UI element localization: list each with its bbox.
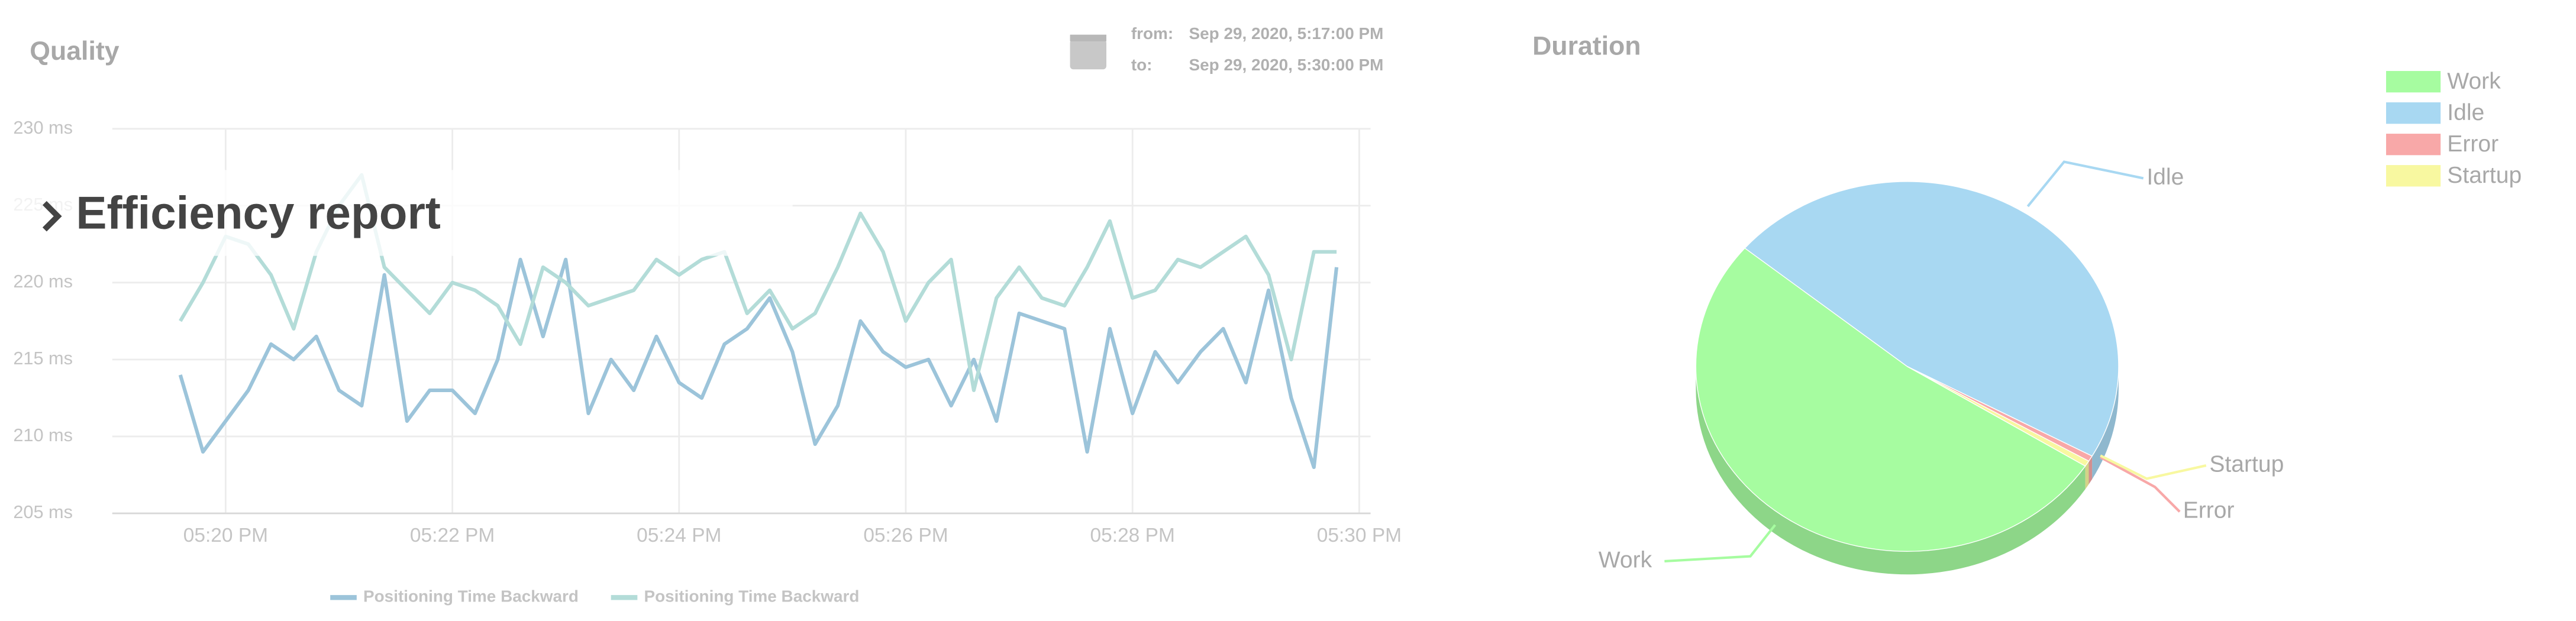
date-label: from: [1131, 24, 1173, 43]
pie-slice [1695, 247, 2086, 552]
pie-side [2088, 456, 2093, 484]
overlay-band [0, 170, 793, 256]
y-tick-label: 205 ms [13, 502, 73, 522]
y-tick-label: 230 ms [13, 117, 73, 138]
date-value: Sep 29, 2020, 5:17:00 PM [1189, 24, 1384, 43]
legend-label: Idle [2447, 100, 2484, 125]
leader-line [2100, 456, 2181, 513]
leader-line [2100, 454, 2207, 480]
x-tick-label: 05:26 PM [863, 525, 948, 546]
pie-slice [1744, 181, 2119, 457]
date-value: Sep 29, 2020, 5:30:00 PM [1189, 56, 1384, 74]
legend-swatch [2386, 71, 2441, 93]
leader-line [2026, 160, 2144, 208]
legend-label: Positioning Time Backward [644, 587, 860, 606]
panel-title: Quality [30, 37, 119, 66]
chevron-icon [42, 200, 62, 232]
legend-swatch [2386, 134, 2441, 156]
y-tick-label: 210 ms [13, 425, 73, 445]
slice-label: Idle [2146, 164, 2184, 190]
legend-label: Work [2447, 69, 2501, 94]
legend-label: Error [2447, 131, 2498, 157]
legend-swatch [2386, 165, 2441, 187]
pie-slice [1907, 366, 2090, 467]
x-tick-label: 05:28 PM [1090, 525, 1175, 546]
slice-label: Work [1599, 547, 1652, 573]
pie-side [2092, 366, 2119, 480]
legend-label: Positioning Time Backward [363, 587, 579, 606]
leader-line [1664, 524, 1776, 563]
legend-label: Startup [2447, 163, 2522, 188]
y-tick-label: 215 ms [13, 348, 73, 368]
y-tick-label: 220 ms [13, 271, 73, 292]
x-tick-label: 05:24 PM [637, 525, 721, 546]
slice-label: Startup [2209, 451, 2284, 477]
calendar-icon [1070, 34, 1106, 70]
x-tick-label: 05:30 PM [1317, 525, 1402, 546]
x-tick-label: 05:20 PM [183, 525, 268, 546]
legend-swatch [2386, 102, 2441, 124]
slice-label: Error [2183, 498, 2235, 523]
date-label: to: [1131, 56, 1153, 74]
pie-side [2085, 461, 2089, 490]
x-tick-label: 05:22 PM [410, 525, 495, 546]
panel-title: Duration [1532, 32, 1641, 61]
report-title[interactable]: Efficiency report [76, 186, 441, 238]
data-line [178, 257, 1339, 470]
